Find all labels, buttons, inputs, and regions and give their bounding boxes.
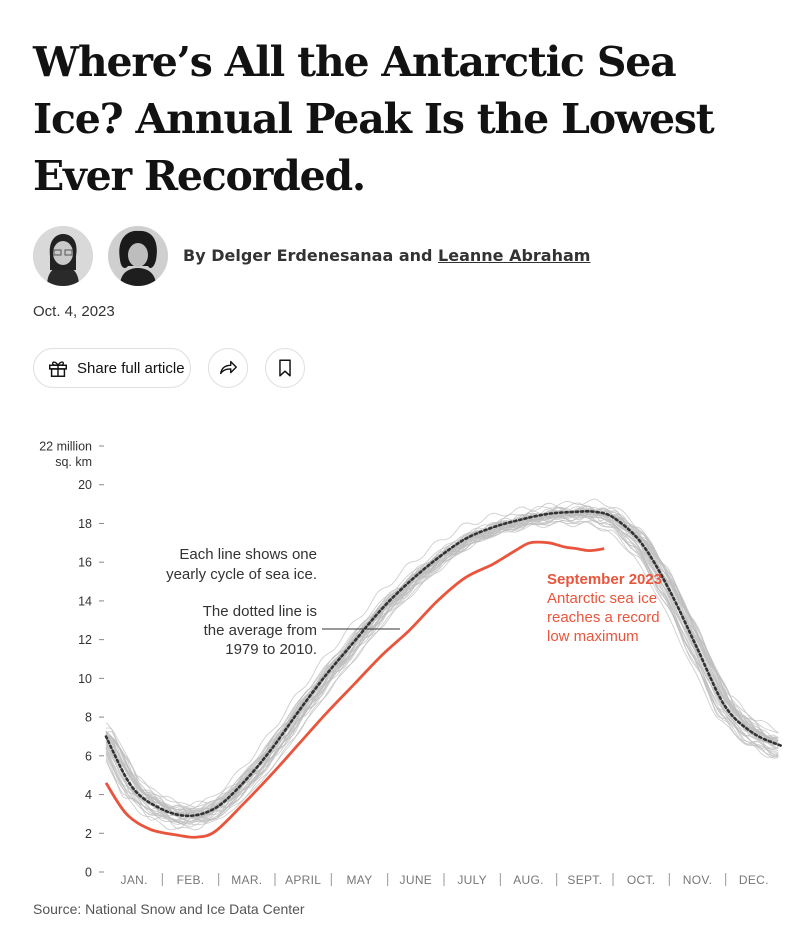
series-2023-line (104, 540, 605, 839)
bookmark-icon (279, 359, 291, 377)
y-unit-label: 22 million (39, 440, 92, 454)
gift-icon (49, 361, 67, 377)
y-tick-label: 8 (85, 711, 92, 725)
headline: Where’s All the Antarctic Sea Ice? Annua… (33, 38, 715, 200)
annotation-highlight-title: September 2023 (547, 571, 662, 588)
byline-row: By Delger Erdenesanaa and Leanne Abraham (33, 226, 773, 288)
share-full-article-button[interactable]: Share full article (33, 348, 191, 388)
y-tick-label: 2 (85, 827, 92, 841)
x-axis: JAN. FEB. MAR. APRIL MAY JUNE JULY AUG. SEPT. OCT… (121, 873, 769, 887)
byline: By Delger Erdenesanaa and Leanne Abraham (183, 246, 590, 265)
y-unit-label: sq. km (55, 455, 92, 469)
y-tick-label: 20 (78, 478, 92, 492)
y-tick-label: 0 (85, 866, 92, 880)
x-tick-label: OCT. (627, 873, 656, 887)
annotation-highlight-body: reaches a record (547, 609, 660, 626)
annotation-highlight-body: Antarctic sea ice (547, 590, 657, 607)
save-button[interactable] (265, 348, 305, 388)
x-tick-label: FEB. (177, 873, 205, 887)
byline-prefix: By Delger Erdenesanaa and (183, 246, 439, 265)
author-avatar-1[interactable] (33, 226, 93, 286)
author-link[interactable]: Leanne Abraham (438, 246, 591, 265)
share-button-label: Share full article (77, 359, 185, 377)
y-tick-label: 4 (85, 788, 92, 802)
annotation-highlight-body: low maximum (547, 628, 639, 645)
x-tick-label: JULY (457, 873, 487, 887)
x-tick-label: JUNE (400, 873, 433, 887)
author-avatar-2[interactable] (108, 226, 168, 286)
x-tick-label: SEPT. (567, 873, 602, 887)
historical-year-line (105, 512, 779, 826)
x-tick-label: JAN. (121, 873, 148, 887)
x-tick-label: AUG. (513, 873, 544, 887)
x-tick-label: MAY (346, 873, 372, 887)
average-dotted-line (104, 510, 784, 818)
share-arrow-icon (219, 360, 237, 375)
annotation-dotted-line: the average from (204, 622, 317, 639)
y-tick-label: 14 (78, 594, 92, 608)
x-tick-label: NOV. (683, 873, 712, 887)
y-tick-label: 10 (78, 672, 92, 686)
annotation-each-line: Each line shows one (179, 546, 317, 563)
x-tick-label: MAR. (231, 873, 262, 887)
series-layer (104, 510, 784, 839)
historical-year-line (105, 520, 779, 825)
y-tick-label: 16 (78, 556, 92, 570)
source-note: Source: National Snow and Ice Data Cente… (33, 901, 305, 917)
publish-date: Oct. 4, 2023 (33, 303, 115, 320)
historical-year-line (105, 502, 779, 809)
annotation-dotted-line: The dotted line is (203, 603, 317, 620)
y-tick-label: 6 (85, 749, 92, 763)
share-button[interactable] (208, 348, 248, 388)
x-tick-label: DEC. (739, 873, 769, 887)
y-tick-label: 12 (78, 633, 92, 647)
annotation-each-line: yearly cycle of sea ice. (166, 566, 317, 583)
annotation-dotted-line: 1979 to 2010. (225, 641, 317, 658)
y-tick-label: 18 (78, 517, 92, 531)
chart-annotations: Each line shows one yearly cycle of sea i… (166, 546, 662, 658)
x-tick-label: APRIL (285, 873, 321, 887)
